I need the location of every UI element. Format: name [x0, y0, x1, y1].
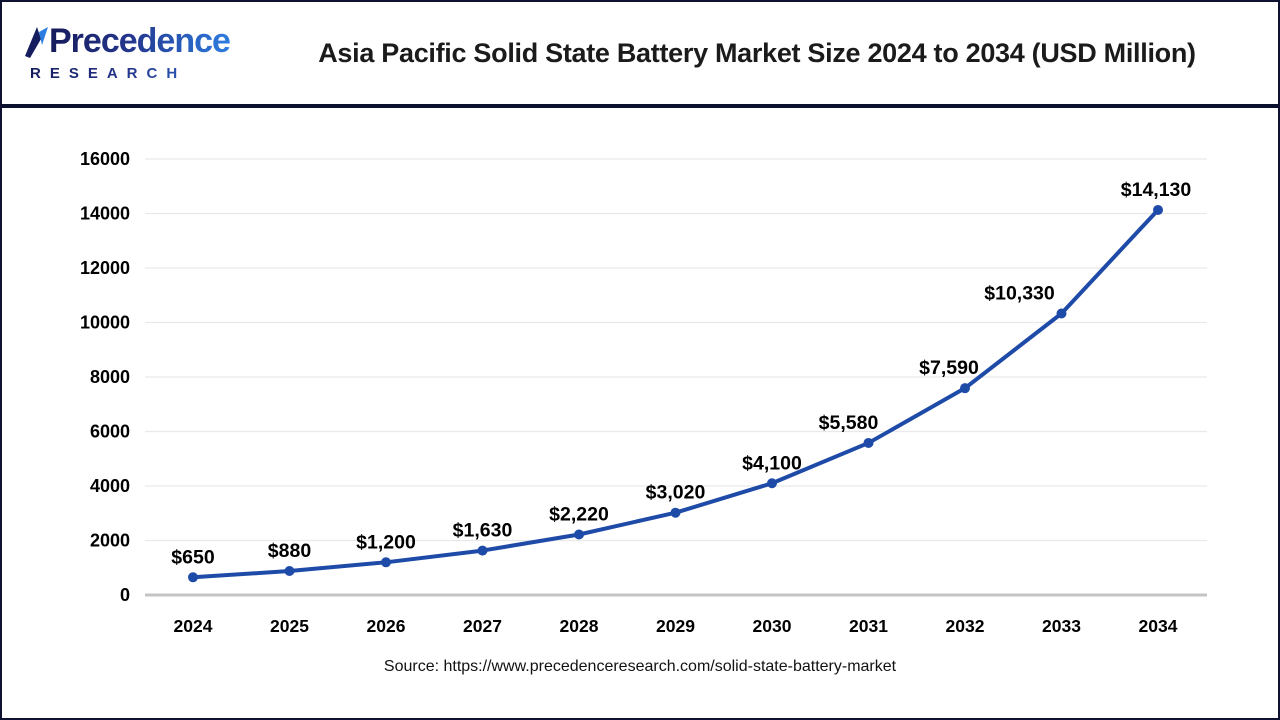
data-point-marker: [188, 572, 198, 583]
data-point-marker: [1153, 204, 1163, 215]
x-tick-label: 2031: [849, 616, 888, 636]
header: Precedence RESEARCH Asia Pacific Solid S…: [2, 2, 1278, 108]
data-point-label: $10,330: [984, 283, 1055, 305]
y-tick-label: 4000: [90, 476, 130, 496]
chart-title: Asia Pacific Solid State Battery Market …: [318, 37, 1196, 68]
data-point-label: $1,630: [453, 520, 513, 542]
data-point-marker: [574, 529, 584, 540]
x-tick-label: 2028: [560, 616, 599, 636]
y-tick-label: 8000: [90, 367, 130, 387]
data-point-label: $650: [171, 546, 215, 568]
y-tick-label: 10000: [80, 313, 130, 333]
source-attribution: Source: https://www.precedenceresearch.c…: [383, 658, 897, 675]
data-point-marker: [960, 383, 970, 394]
y-tick-label: 12000: [80, 258, 130, 278]
data-point-label: $4,100: [742, 452, 802, 474]
y-tick-label: 16000: [80, 149, 130, 169]
data-point-label: $5,580: [819, 412, 879, 434]
data-point-marker: [284, 566, 295, 577]
x-tick-label: 2027: [463, 616, 502, 636]
data-point-label: $3,020: [646, 482, 706, 504]
line-chart: 0 2000 4000 6000 8000 10000 12000 14000 16000 202…: [80, 149, 1207, 636]
data-point-label: $14,130: [1121, 179, 1192, 201]
data-point-label: $880: [268, 540, 312, 562]
precedence-logo: Precedence RESEARCH: [24, 24, 256, 82]
x-tick-label: 2025: [270, 616, 309, 636]
logo-subtitle: RESEARCH: [24, 65, 256, 82]
data-point-label: $7,590: [919, 357, 979, 379]
y-tick-label: 2000: [90, 531, 130, 551]
data-point-marker: [863, 437, 874, 448]
y-tick-label: 0: [120, 585, 130, 605]
x-tick-label: 2032: [946, 616, 985, 636]
x-tick-label: 2033: [1042, 616, 1081, 636]
x-tick-label: 2034: [1139, 616, 1178, 636]
leaf-sail-icon: [25, 27, 48, 58]
series-line: [191, 207, 1160, 580]
x-tick-label: 2026: [367, 616, 406, 636]
chart-area: 0 2000 4000 6000 8000 10000 12000 14000 16000 202…: [2, 108, 1278, 676]
data-point-label: $2,220: [549, 504, 609, 526]
y-tick-label: 14000: [80, 204, 130, 224]
x-tick-label: 2024: [174, 616, 213, 636]
data-point-marker: [381, 557, 391, 568]
data-point-marker: [670, 507, 681, 518]
x-tick-label: 2029: [656, 616, 695, 636]
x-tick-label: 2030: [753, 616, 792, 636]
data-point-label: $1,200: [356, 531, 416, 553]
logo-name: Precedence: [49, 22, 231, 60]
data-point-marker: [767, 478, 777, 489]
logo-wordmark-row: Precedence: [24, 24, 256, 62]
data-point-marker: [1056, 308, 1067, 319]
data-point-marker: [477, 545, 488, 556]
y-tick-label: 6000: [90, 422, 130, 442]
